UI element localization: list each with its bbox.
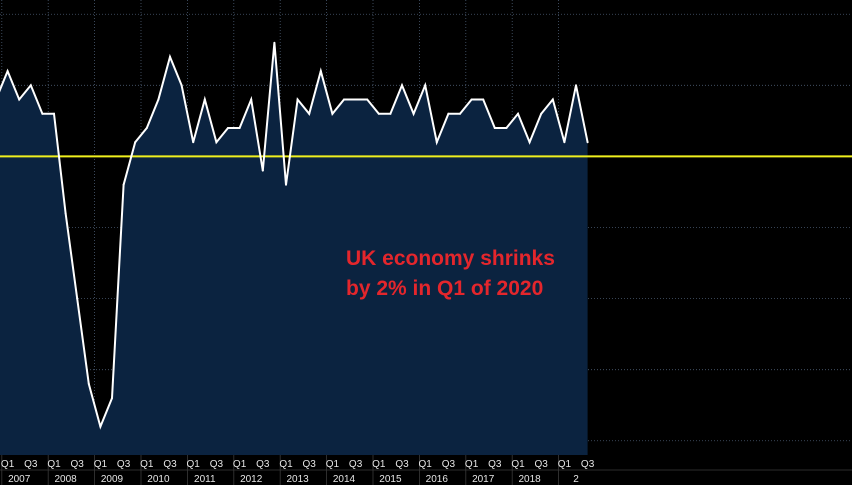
data-point — [354, 98, 357, 101]
data-point — [401, 84, 403, 87]
x-tick-label: Q1 — [1, 459, 15, 470]
data-point — [145, 127, 148, 129]
data-point — [447, 112, 450, 115]
x-tick-label: Q1 — [511, 459, 525, 470]
data-point — [424, 84, 427, 87]
data-point — [540, 112, 543, 115]
x-year-label: 2011 — [194, 474, 216, 485]
data-point — [377, 112, 380, 115]
data-point — [203, 98, 206, 101]
x-tick-label: Q3 — [163, 459, 177, 470]
data-point — [261, 169, 264, 172]
data-point — [482, 98, 485, 101]
x-tick-label: Q3 — [210, 459, 224, 470]
x-year-label: 2014 — [333, 474, 356, 485]
x-year-label: 2017 — [472, 474, 495, 485]
x-tick-label: Q3 — [349, 459, 363, 470]
x-tick-label: Q3 — [71, 459, 85, 470]
data-point — [319, 70, 322, 73]
data-point — [29, 84, 32, 87]
x-tick-label: Q1 — [187, 459, 201, 470]
data-point — [6, 70, 9, 73]
data-points — [6, 41, 589, 428]
x-tick-label: Q3 — [395, 459, 409, 470]
data-point — [192, 141, 195, 144]
data-point — [366, 98, 369, 101]
data-point — [285, 183, 287, 186]
data-point — [308, 112, 311, 115]
data-point — [122, 183, 125, 186]
data-point — [18, 98, 21, 101]
data-point — [41, 112, 44, 115]
x-tick-label: Q3 — [256, 459, 270, 470]
x-tick-label: Q1 — [279, 459, 293, 470]
data-point — [134, 141, 137, 144]
data-point — [99, 425, 102, 428]
x-tick-label: Q1 — [47, 459, 61, 470]
x-tick-label: Q3 — [488, 459, 502, 470]
data-point — [493, 127, 496, 129]
x-axis: Q1 Q3 2007 Q1 Q3 2008 Q1 Q3 2009 Q1 Q3 2010 Q1 Q3 2011… — [0, 455, 852, 485]
annotation-line-1: UK economy shrinks — [346, 247, 555, 270]
data-point — [551, 98, 554, 101]
data-point — [157, 98, 160, 101]
data-point — [435, 141, 438, 144]
x-year-label: 2008 — [54, 474, 77, 485]
x-tick-label: Q1 — [372, 459, 386, 470]
x-tick-label: Q3 — [442, 459, 456, 470]
data-point — [169, 55, 171, 58]
data-point — [343, 98, 345, 101]
data-point — [296, 98, 299, 101]
data-point — [180, 84, 183, 87]
data-point — [575, 84, 577, 87]
x-tick-label: Q3 — [24, 459, 38, 470]
data-point — [53, 112, 55, 115]
x-tick-label: Q1 — [419, 459, 433, 470]
x-tick-label: Q3 — [581, 459, 595, 470]
annotation-line-2: by 2% in Q1 of 2020 — [346, 277, 544, 300]
data-point — [238, 127, 241, 129]
data-point — [64, 212, 67, 215]
x-tick-label: Q3 — [303, 459, 317, 470]
x-tick-label: Q1 — [140, 459, 154, 470]
data-point — [459, 112, 461, 115]
data-point — [250, 98, 253, 101]
x-tick-label: Q3 — [117, 459, 131, 470]
data-point — [273, 41, 276, 44]
data-area — [0, 42, 588, 455]
x-year-label: 2010 — [147, 474, 170, 485]
data-point — [528, 141, 531, 144]
chart-annotation: UK economy shrinks by 2% in Q1 of 2020 — [346, 244, 555, 304]
x-tick-label: Q3 — [535, 459, 549, 470]
data-point — [563, 141, 566, 144]
data-point — [76, 297, 79, 300]
data-line — [0, 42, 589, 430]
data-point — [87, 382, 90, 385]
x-year-label: 2018 — [518, 474, 541, 485]
data-point — [227, 127, 229, 129]
data-point — [517, 112, 519, 115]
x-year-label: 2 — [573, 474, 579, 485]
data-point — [412, 112, 415, 115]
data-point — [505, 127, 508, 129]
x-year-label: 2012 — [240, 474, 263, 485]
x-year-label: 2016 — [426, 474, 449, 485]
x-year-label: 2007 — [8, 474, 31, 485]
x-tick-label: Q1 — [465, 459, 479, 470]
x-tick-label: Q1 — [233, 459, 247, 470]
x-tick-label: Q1 — [326, 459, 340, 470]
data-point — [111, 397, 113, 400]
data-point — [331, 112, 334, 115]
x-year-label: 2009 — [101, 474, 124, 485]
x-tick-label: Q1 — [94, 459, 108, 470]
data-point — [215, 141, 218, 144]
data-point — [389, 112, 392, 115]
x-year-label: 2013 — [286, 474, 309, 485]
data-point — [470, 98, 473, 101]
data-point — [586, 141, 589, 144]
x-year-label: 2015 — [379, 474, 402, 485]
x-tick-label: Q1 — [558, 459, 572, 470]
